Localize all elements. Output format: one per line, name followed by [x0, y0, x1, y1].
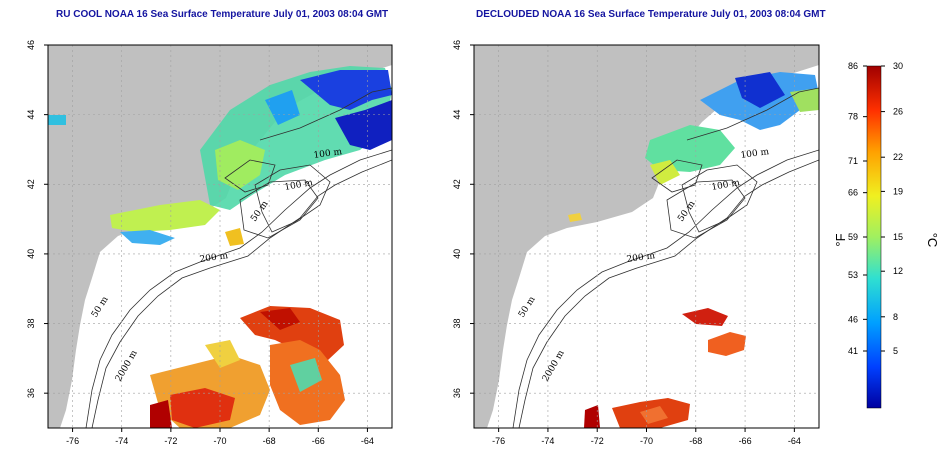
- lon-tick-label: -70: [640, 436, 653, 446]
- right-panel-title: DECLOUDED NOAA 16 Sea Surface Temperatur…: [476, 9, 826, 20]
- right-longitude-axis: -76 -74 -72 -70 -68 -66 -64: [492, 428, 801, 446]
- lon-tick-label: -68: [689, 436, 702, 446]
- lon-tick-label: -72: [164, 436, 177, 446]
- lat-tick-label: 38: [452, 319, 462, 329]
- celsius-tick-label: 5: [893, 346, 898, 356]
- celsius-tick-label: 8: [893, 312, 898, 322]
- celsius-tick-label: 22: [893, 152, 903, 162]
- celsius-tick-label: 12: [893, 266, 903, 276]
- right-land-mass: [474, 45, 819, 428]
- right-grid-lines: [474, 44, 819, 428]
- lat-tick-label: 36: [26, 388, 36, 398]
- right-contour-label-200m: 200 m: [626, 251, 656, 265]
- left-grid-lines: [48, 44, 392, 428]
- lon-tick-label: -64: [788, 436, 801, 446]
- fahrenheit-tick-label: 71: [848, 156, 858, 166]
- lon-tick-label: -72: [591, 436, 604, 446]
- left-contour-label-100m-a: 100 m: [313, 147, 343, 161]
- fahrenheit-tick-label: 53: [848, 270, 858, 280]
- lat-tick-label: 42: [26, 179, 36, 189]
- left-map-panel: 100 m 100 m 50 m 200 m 50 m 2000 m -76 -7…: [26, 40, 393, 446]
- left-sst-south: [150, 306, 345, 428]
- lat-tick-label: 40: [452, 249, 462, 259]
- fahrenheit-tick-label: 66: [848, 188, 858, 198]
- fahrenheit-unit-label: °F: [833, 233, 848, 246]
- celsius-unit-label: °C: [925, 233, 940, 248]
- right-latitude-axis: 46 44 42 40 38 36: [452, 40, 474, 398]
- left-sst-north: [48, 66, 392, 246]
- celsius-tick-label: 26: [893, 107, 903, 117]
- lat-tick-label: 42: [452, 179, 462, 189]
- left-longitude-axis: -76 -74 -72 -70 -68 -66 -64: [66, 428, 374, 446]
- lon-tick-label: -64: [361, 436, 374, 446]
- temperature-colorbar: 86 78 71 66 59 53 46 41 30 26 22 19 15 12 8 5 °F °C: [833, 61, 940, 409]
- left-contour-label-100m-b: 100 m: [284, 178, 314, 193]
- fahrenheit-tick-label: 78: [848, 112, 858, 122]
- lon-tick-label: -66: [739, 436, 752, 446]
- lon-tick-label: -70: [213, 436, 226, 446]
- lon-tick-label: -66: [312, 436, 325, 446]
- right-bathymetry-contours: [512, 87, 819, 428]
- lon-tick-label: -68: [263, 436, 276, 446]
- lon-tick-label: -74: [541, 436, 554, 446]
- colorbar-fahrenheit-ticks: 86 78 71 66 59 53 46 41: [848, 61, 867, 356]
- colorbar-celsius-ticks: 30 26 22 19 15 12 8 5: [881, 61, 903, 356]
- left-land-mass: [48, 45, 392, 428]
- lat-tick-label: 46: [452, 40, 462, 50]
- right-contour-label-100m-b: 100 m: [711, 178, 741, 193]
- right-map-panel: 100 m 100 m 50 m 200 m 50 m 2000 m -76 -7…: [452, 40, 820, 446]
- fahrenheit-tick-label: 46: [848, 314, 858, 324]
- fahrenheit-tick-label: 41: [848, 346, 858, 356]
- lat-tick-label: 44: [26, 110, 36, 120]
- right-sst-south: [584, 308, 746, 428]
- celsius-tick-label: 15: [893, 232, 903, 242]
- lat-tick-label: 46: [26, 40, 36, 50]
- right-sst-north: [568, 72, 819, 222]
- lon-tick-label: -76: [66, 436, 79, 446]
- celsius-tick-label: 19: [893, 186, 903, 196]
- left-panel-title: RU COOL NOAA 16 Sea Surface Temperature …: [56, 9, 389, 20]
- left-contour-label-200m: 200 m: [199, 251, 229, 265]
- left-bathymetry-contours: [85, 87, 392, 428]
- fahrenheit-tick-label: 86: [848, 61, 858, 71]
- lat-tick-label: 40: [26, 249, 36, 259]
- colorbar-gradient: [866, 65, 882, 409]
- fahrenheit-tick-label: 59: [848, 232, 858, 242]
- lat-tick-label: 36: [452, 388, 462, 398]
- lat-tick-label: 44: [452, 110, 462, 120]
- lon-tick-label: -74: [115, 436, 128, 446]
- celsius-tick-label: 30: [893, 61, 903, 71]
- lat-tick-label: 38: [26, 319, 36, 329]
- left-latitude-axis: 46 44 42 40 38 36: [26, 40, 48, 398]
- lon-tick-label: -76: [492, 436, 505, 446]
- right-contour-label-100m-a: 100 m: [740, 147, 770, 161]
